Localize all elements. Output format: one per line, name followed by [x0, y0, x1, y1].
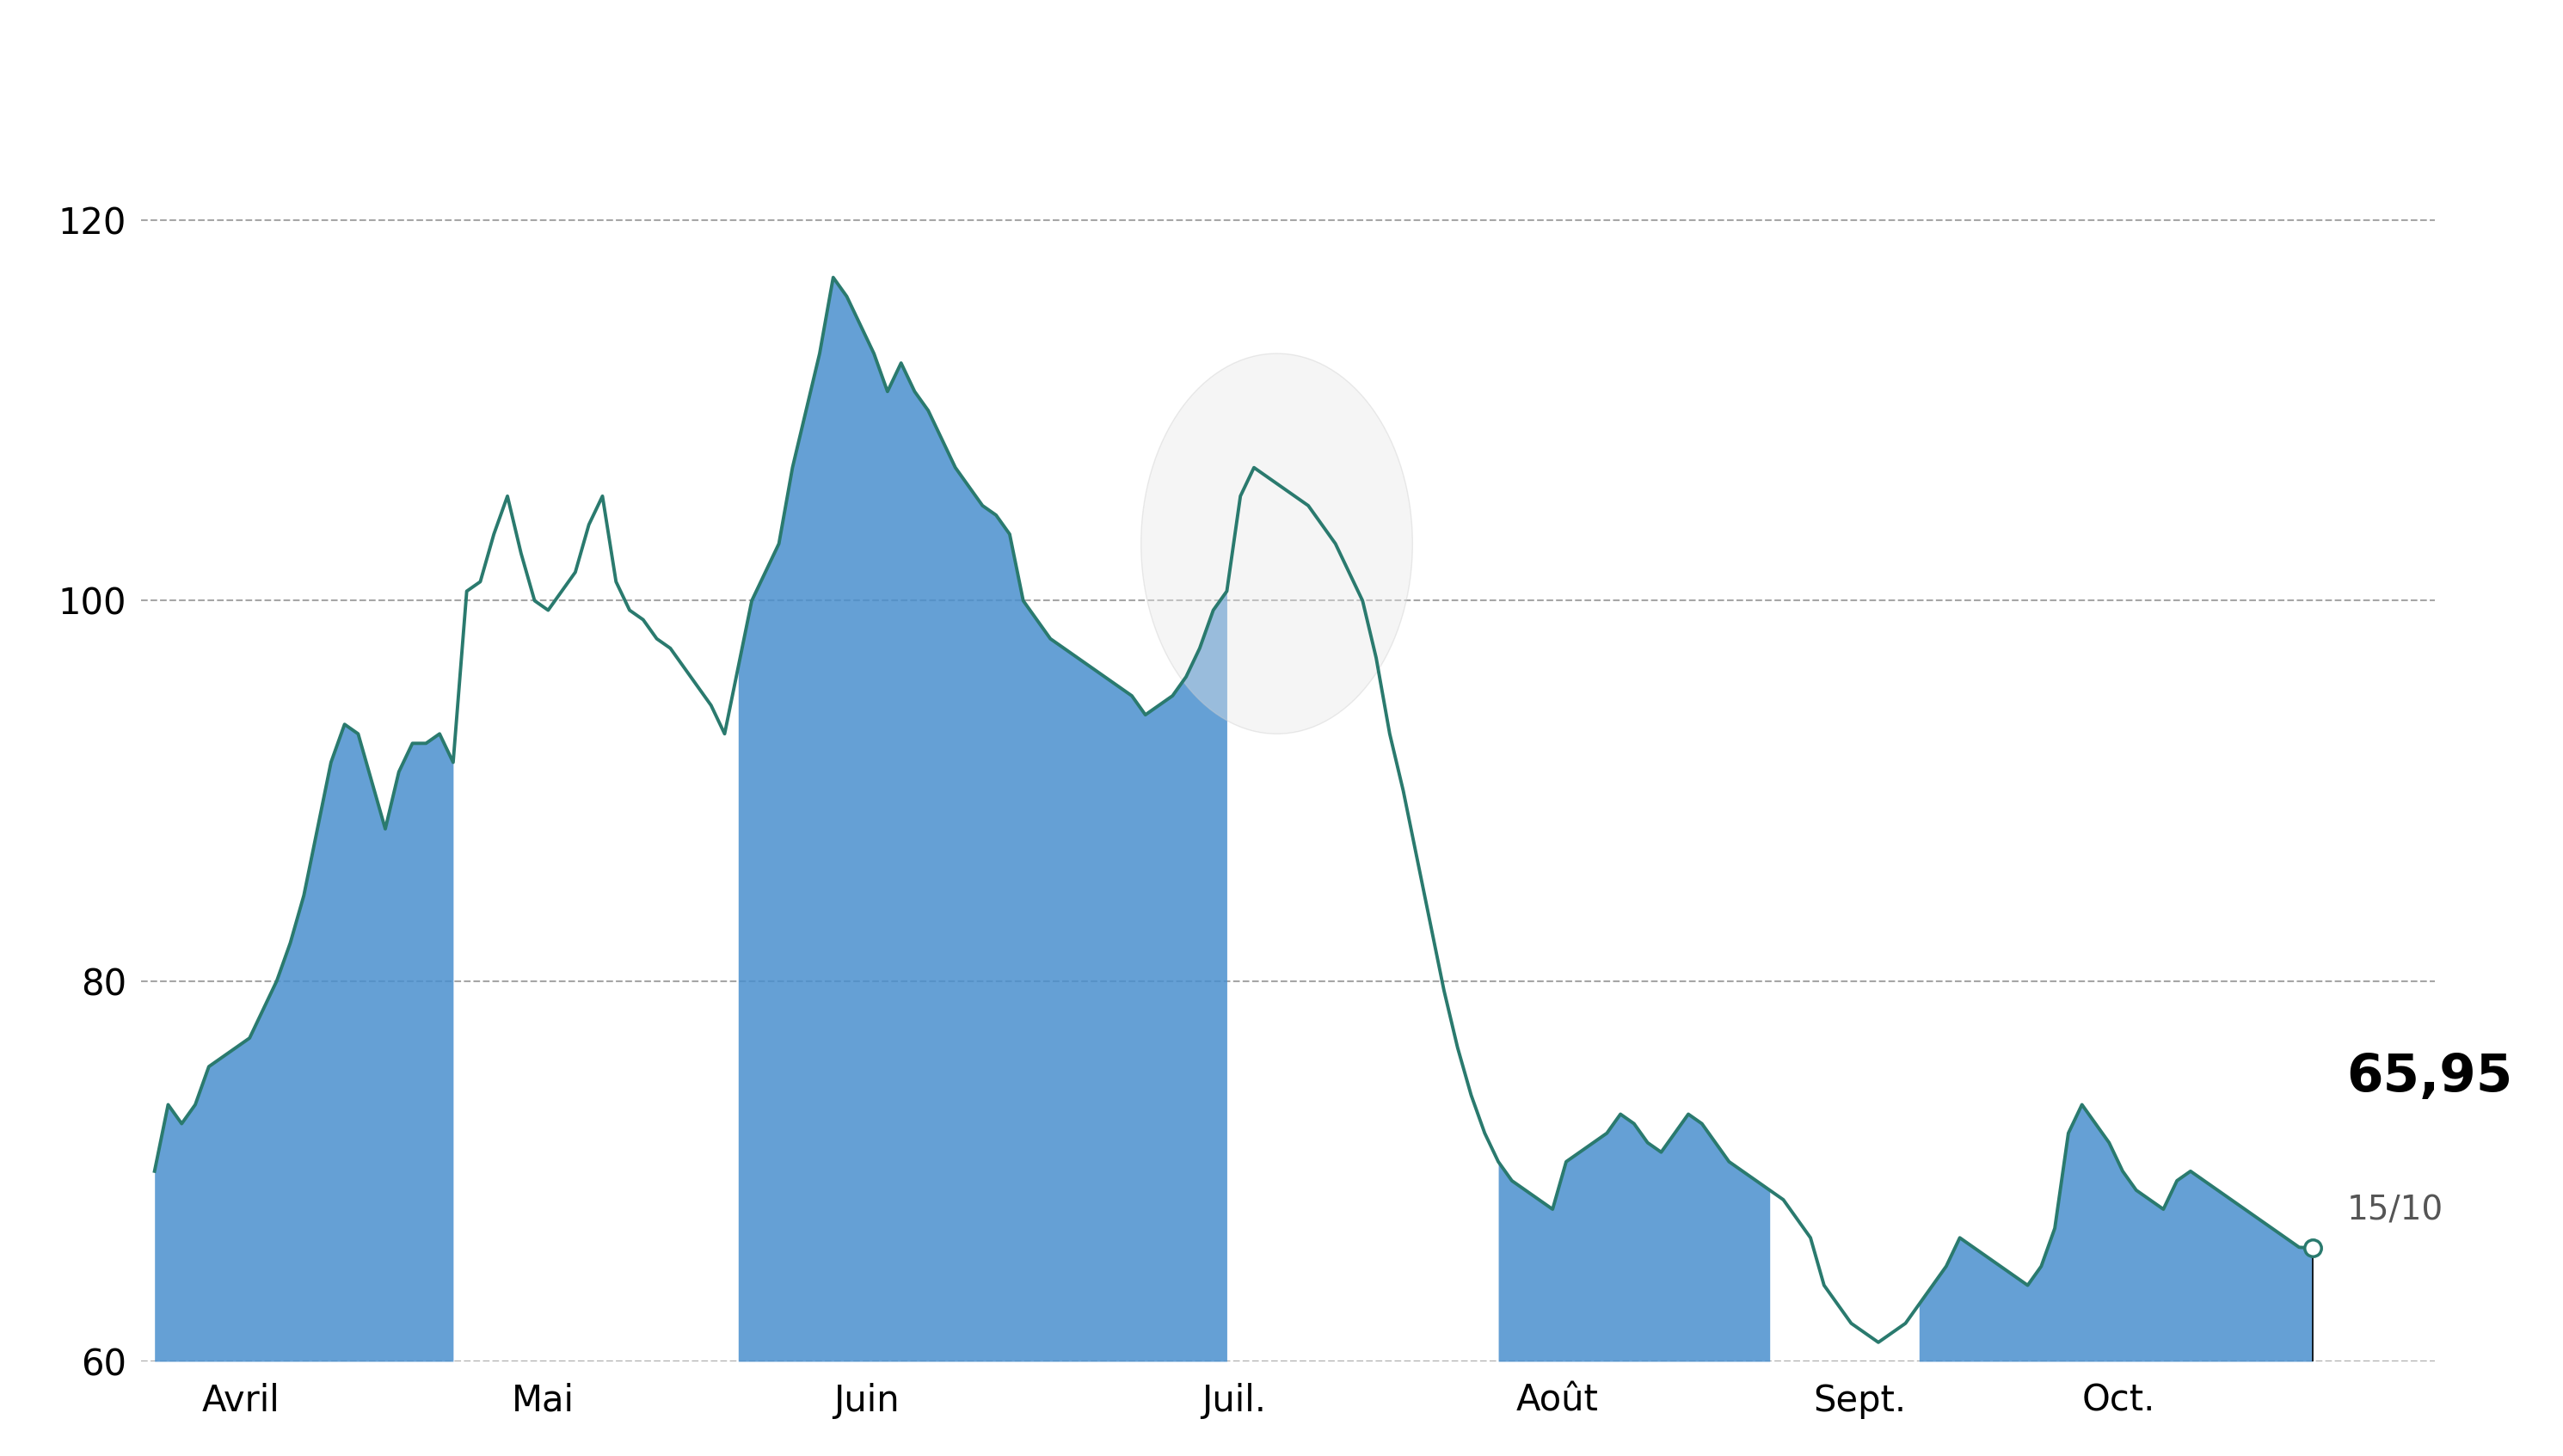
- Text: ERAMET: ERAMET: [1123, 13, 1440, 82]
- Text: 65,95: 65,95: [2348, 1051, 2512, 1102]
- Text: 15/10: 15/10: [2348, 1194, 2443, 1226]
- Circle shape: [1141, 354, 1412, 734]
